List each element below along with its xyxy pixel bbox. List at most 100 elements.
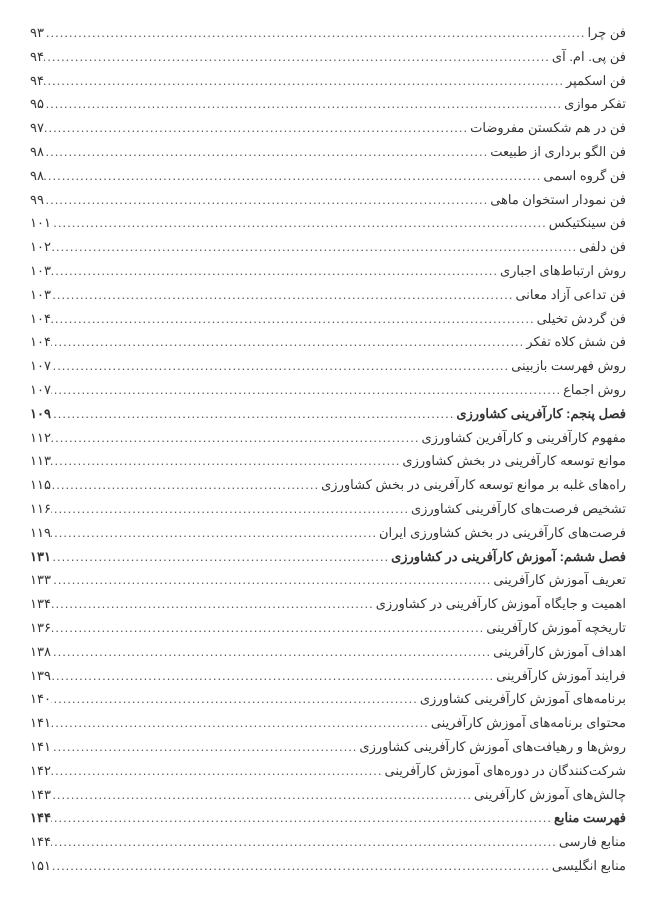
toc-title: اهمیت و جایگاه آموزش کارآفرینی در کشاورز… bbox=[376, 594, 626, 615]
toc-row: فن در هم شکستن مفروضات۹۷ bbox=[30, 118, 626, 139]
toc-title: روش‌ها و رهیافت‌های آموزش کارآفرینی کشاو… bbox=[359, 737, 626, 758]
toc-title: فن الگو برداری از طبیعت bbox=[490, 142, 626, 163]
toc-row: اهداف آموزش کارآفرینی ۱۳۸ bbox=[30, 642, 626, 663]
toc-leader-dots bbox=[51, 737, 359, 758]
toc-row: تفکر موازی۹۵ bbox=[30, 94, 626, 115]
toc-page-number: ۱۰۳ bbox=[30, 261, 51, 282]
toc-row: فن تداعی آزاد معانی ۱۰۳ bbox=[30, 285, 626, 306]
toc-row: فرصت‌های کارآفرینی در بخش کشاورزی ایران۱… bbox=[30, 523, 626, 544]
toc-row: برنامه‌های آموزش کارآفرینی کشاورزی۱۴۰ bbox=[30, 689, 626, 710]
toc-page-number: ۹۴ bbox=[30, 47, 44, 68]
toc-leader-dots bbox=[44, 190, 490, 211]
toc-row: روش‌ها و رهیافت‌های آموزش کارآفرینی کشاو… bbox=[30, 737, 626, 758]
toc-leader-dots bbox=[51, 380, 563, 401]
toc-leader-dots bbox=[51, 285, 516, 306]
toc-row: فصل پنجم: کارآفرینی کشاورزی ۱۰۹ bbox=[30, 404, 626, 425]
toc-leader-dots bbox=[51, 856, 552, 877]
toc-title: فن نمودار استخوان ماهی bbox=[490, 190, 626, 211]
toc-title: روش فهرست بازبینی bbox=[511, 356, 626, 377]
toc-row: محتوای برنامه‌های آموزش کارآفرینی۱۴۱ bbox=[30, 713, 626, 734]
toc-leader-dots bbox=[51, 594, 376, 615]
toc-row: فن گردش تخیلی ۱۰۴ bbox=[30, 309, 626, 330]
toc-leader-dots bbox=[44, 166, 543, 187]
toc-leader-dots bbox=[51, 332, 526, 353]
toc-leader-dots bbox=[51, 428, 422, 449]
toc-page-number: ۱۰۹ bbox=[30, 404, 51, 425]
toc-page-number: ۱۰۴ bbox=[30, 309, 51, 330]
toc-row: روش اجماع۱۰۷ bbox=[30, 380, 626, 401]
toc-title: محتوای برنامه‌های آموزش کارآفرینی bbox=[431, 713, 626, 734]
toc-page-number: ۱۰۳ bbox=[30, 285, 51, 306]
toc-leader-dots bbox=[51, 642, 493, 663]
toc-row: اهمیت و جایگاه آموزش کارآفرینی در کشاورز… bbox=[30, 594, 626, 615]
toc-row: مفهوم کارآفرینی و کارآفرین کشاورزی۱۱۲ bbox=[30, 428, 626, 449]
toc-title: شرکت‌کنندگان در دوره‌های آموزش کارآفرینی bbox=[385, 761, 626, 782]
toc-leader-dots bbox=[51, 689, 420, 710]
toc-page-number: ۱۱۶ bbox=[30, 499, 51, 520]
toc-row: فن نمودار استخوان ماهی ۹۹ bbox=[30, 190, 626, 211]
toc-row: فهرست منابع ۱۴۴ bbox=[30, 808, 626, 829]
toc-title: اهداف آموزش کارآفرینی bbox=[493, 642, 626, 663]
toc-title: فن شش کلاه تفکر bbox=[526, 332, 626, 353]
toc-leader-dots bbox=[44, 118, 470, 139]
toc-title: مفهوم کارآفرینی و کارآفرین کشاورزی bbox=[421, 428, 626, 449]
toc-row: موانع توسعه کارآفرینی در بخش کشاورزی۱۱۳ bbox=[30, 451, 626, 472]
toc-page-number: ۱۱۵ bbox=[30, 475, 51, 496]
toc-title: فن چرا bbox=[587, 23, 626, 44]
toc-page-number: ۱۰۷ bbox=[30, 380, 51, 401]
toc-page-number: ۱۴۴ bbox=[30, 808, 51, 829]
toc-row: منابع انگلیسی۱۵۱ bbox=[30, 856, 626, 877]
toc-page-number: ۱۴۱ bbox=[30, 737, 51, 758]
toc-row: منابع فارسی۱۴۴ bbox=[30, 832, 626, 853]
toc-title: فن گردش تخیلی bbox=[537, 309, 626, 330]
toc-leader-dots bbox=[51, 547, 391, 568]
toc-page-number: ۱۰۲ bbox=[30, 237, 51, 258]
toc-row: شرکت‌کنندگان در دوره‌های آموزش کارآفرینی… bbox=[30, 761, 626, 782]
toc-leader-dots bbox=[51, 808, 554, 829]
toc-page-number: ۱۳۶ bbox=[30, 618, 51, 639]
toc-page-number: ۱۳۳ bbox=[30, 570, 51, 591]
toc-page-number: ۱۰۱ bbox=[30, 213, 51, 234]
toc-page-number: ۱۴۳ bbox=[30, 785, 51, 806]
toc-title: تشخیص فرصت‌های کارآفرینی کشاورزی bbox=[411, 499, 626, 520]
toc-title: تعریف آموزش کارآفرینی bbox=[493, 570, 626, 591]
toc-title: فن پی. ام. آی bbox=[552, 47, 626, 68]
toc-leader-dots bbox=[51, 499, 411, 520]
toc-leader-dots bbox=[51, 309, 537, 330]
toc-page-number: ۱۳۹ bbox=[30, 666, 51, 687]
toc-title: فهرست منابع bbox=[554, 808, 626, 829]
toc-leader-dots bbox=[51, 666, 496, 687]
toc-leader-dots bbox=[51, 713, 431, 734]
toc-page-number: ۹۷ bbox=[30, 118, 44, 139]
toc-row: راه‌های غلبه بر موانع توسعه کارآفرینی در… bbox=[30, 475, 626, 496]
toc-page-number: ۱۱۹ bbox=[30, 523, 51, 544]
toc-leader-dots bbox=[51, 237, 579, 258]
toc-page-number: ۱۳۸ bbox=[30, 642, 51, 663]
toc-page-number: ۹۳ bbox=[30, 23, 44, 44]
toc-leader-dots bbox=[44, 142, 490, 163]
toc-leader-dots bbox=[51, 261, 500, 282]
toc-page-number: ۹۸ bbox=[30, 166, 44, 187]
table-of-contents: فن چرا ۹۳ فن پی. ام. آی ۹۴ فن اسکمپر ۹۴ تفکر م… bbox=[30, 23, 626, 877]
toc-title: فن سینکتیکس bbox=[549, 213, 626, 234]
toc-leader-dots bbox=[51, 451, 402, 472]
toc-leader-dots bbox=[51, 475, 321, 496]
toc-page-number: ۱۰۷ bbox=[30, 356, 51, 377]
toc-title: تفکر موازی bbox=[564, 94, 626, 115]
toc-page-number: ۹۹ bbox=[30, 190, 44, 211]
toc-title: فن اسکمپر bbox=[566, 71, 626, 92]
toc-leader-dots bbox=[51, 570, 493, 591]
toc-leader-dots bbox=[51, 213, 549, 234]
toc-page-number: ۱۵۱ bbox=[30, 856, 51, 877]
toc-title: روش ارتباط‌های اجباری bbox=[500, 261, 626, 282]
toc-title: فن دلفی bbox=[579, 237, 626, 258]
toc-row: فن دلفی ۱۰۲ bbox=[30, 237, 626, 258]
toc-row: فن پی. ام. آی ۹۴ bbox=[30, 47, 626, 68]
toc-title: فن تداعی آزاد معانی bbox=[515, 285, 626, 306]
toc-page-number: ۱۱۳ bbox=[30, 451, 51, 472]
toc-row: فن سینکتیکس ۱۰۱ bbox=[30, 213, 626, 234]
toc-title: فصل پنجم: کارآفرینی کشاورزی bbox=[456, 404, 626, 425]
toc-row: فن چرا ۹۳ bbox=[30, 23, 626, 44]
toc-leader-dots bbox=[51, 618, 486, 639]
toc-title: فصل ششم: آموزش کارآفرینی در کشاورزی bbox=[391, 547, 626, 568]
